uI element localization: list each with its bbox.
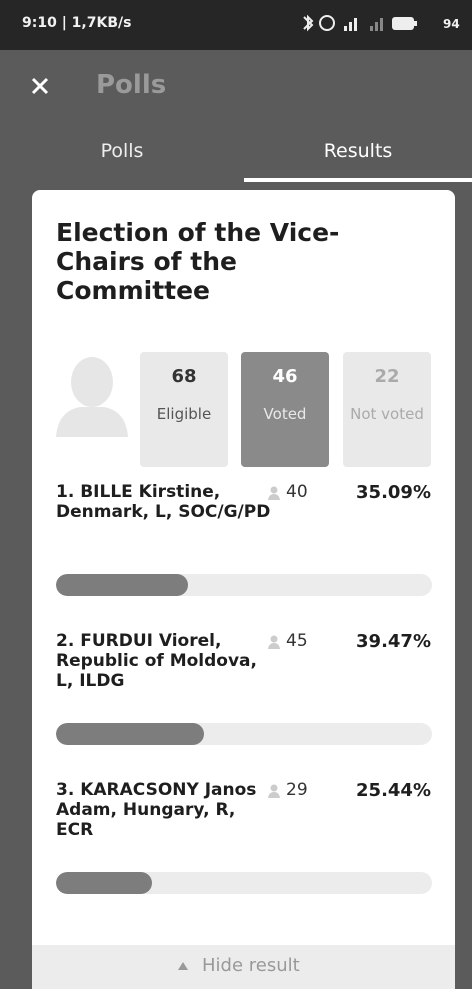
stat-box: 46 Voted — [241, 352, 329, 467]
vote-count: 40 — [286, 482, 308, 502]
collapse-icon — [178, 962, 188, 970]
progress-track — [56, 574, 432, 596]
avatar — [56, 355, 128, 437]
poll-title: Election of the Vice-Chairs of the Commi… — [56, 218, 356, 305]
vote-percent: 25.44% — [356, 780, 431, 801]
tab[interactable]: Polls — [0, 140, 244, 162]
page: Poll results html, body { margin: 0; pad… — [0, 0, 472, 989]
vote-count: 45 — [286, 631, 308, 651]
voter-icon — [268, 635, 280, 649]
status-time: 9:10 | 1,7KB/s — [22, 15, 131, 31]
screen: {"status_bar": {"time_speed": "9:10 | 1,… — [0, 0, 472, 989]
stat-label: Not voted — [347, 404, 427, 425]
candidate-name: 2. FURDUI Viorel, Republic of Moldova, L… — [56, 631, 278, 691]
stat-value: 46 — [241, 366, 329, 387]
stat-value: 68 — [140, 366, 228, 387]
candidate-name: 3. KARACSONY Janos Adam, Hungary, R, ECR — [56, 780, 278, 840]
candidate-name: 1. BILLE Kirstine, Denmark, L, SOC/G/PD — [56, 482, 278, 522]
voter-icon — [268, 784, 280, 798]
vote-percent: 35.09% — [356, 482, 431, 503]
stat-label: Eligible — [144, 404, 224, 425]
app-header: Polls Polls Results — [0, 50, 472, 190]
hide-result-button[interactable]: Hide result — [32, 945, 455, 989]
battery-level: 94 — [443, 17, 460, 31]
hide-result-label: Hide result — [202, 955, 300, 976]
progress-bar — [56, 574, 188, 596]
tab-active[interactable]: Results — [244, 140, 472, 162]
stat-label: Voted — [245, 404, 325, 425]
progress-bar — [56, 872, 152, 894]
tab-indicator — [244, 178, 472, 182]
status-bar: 9:10 | 1,7KB/s 94 — [0, 0, 472, 50]
stat-value: 22 — [343, 366, 431, 387]
poll-card: Election of the Vice-Chairs of the Commi… — [32, 190, 455, 989]
stat-box: 68 Eligible — [140, 352, 228, 467]
close-button[interactable] — [30, 76, 50, 96]
stat-box: 22 Not voted — [343, 352, 431, 467]
header-title: Polls — [96, 70, 166, 100]
vote-count: 29 — [286, 780, 308, 800]
status-icons — [300, 13, 420, 37]
vote-percent: 39.47% — [356, 631, 431, 652]
progress-track — [56, 723, 432, 745]
progress-bar — [56, 723, 204, 745]
progress-track — [56, 872, 432, 894]
voter-icon — [268, 486, 280, 500]
